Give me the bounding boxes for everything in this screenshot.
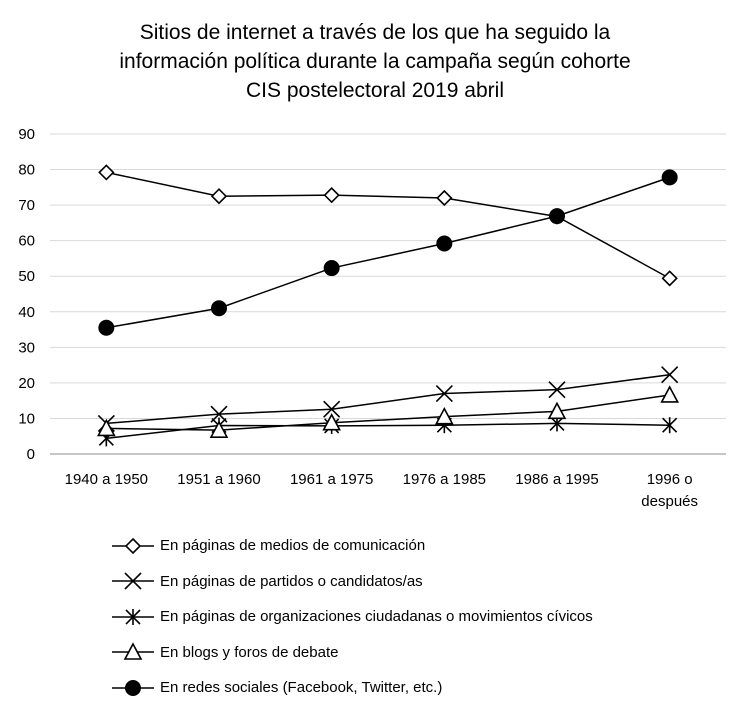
data-point — [549, 208, 565, 225]
legend-item: En páginas de organizaciones ciudadanas … — [110, 599, 730, 635]
legend-item: En blogs y foros de debate — [110, 635, 730, 671]
data-point — [323, 260, 340, 277]
data-point — [97, 418, 116, 437]
legend-marker — [125, 608, 141, 625]
legend-item: En páginas de medios de comunicación — [110, 528, 730, 564]
chart-title-line: Sitios de internet a través de los que h… — [139, 21, 611, 44]
legend-swatch — [112, 642, 154, 661]
y-tick-label: 20 — [18, 375, 35, 392]
series-line — [106, 176, 670, 329]
data-point — [547, 401, 567, 420]
data-point — [661, 169, 678, 186]
chart-legend: En páginas de medios de comunicación En p… — [110, 528, 730, 706]
legend-item: En páginas de partidos o candidatos/as — [110, 564, 730, 600]
legend-marker — [125, 679, 141, 696]
data-point — [660, 385, 680, 403]
x-tick-label: 1996 o — [647, 471, 693, 488]
legend-marker — [123, 642, 143, 661]
data-point — [323, 187, 340, 204]
legend-marker — [124, 572, 142, 590]
data-point — [322, 413, 341, 431]
y-tick-label: 80 — [18, 162, 35, 179]
x-tick-label: después — [641, 493, 698, 510]
y-tick-label: 50 — [18, 268, 35, 285]
data-point — [98, 319, 115, 336]
y-tick-label: 0 — [27, 446, 35, 463]
data-point — [662, 417, 678, 434]
data-point — [436, 235, 453, 252]
legend-swatch — [112, 537, 154, 554]
data-point — [211, 300, 227, 317]
legend-label: En páginas de medios de comunicación — [160, 537, 426, 555]
data-point — [98, 164, 115, 181]
legend-label: En blogs y foros de debate — [160, 643, 339, 661]
line-chart: 0 10 20 30 40 50 60 70 80 90 1940 a 1950 1951 a 196… — [18, 126, 726, 510]
x-tick-label: 1951 a 1960 — [177, 471, 260, 488]
x-tick-label: 1986 a 1995 — [515, 471, 598, 488]
legend-label: En páginas de partidos o candidatos/as — [160, 572, 423, 590]
legend-marker — [124, 537, 142, 554]
y-tick-label: 10 — [18, 410, 35, 427]
legend-label: En redes sociales (Facebook, Twitter, et… — [160, 679, 443, 697]
x-tick-label: 1976 a 1985 — [403, 471, 486, 488]
data-point — [435, 384, 453, 403]
series-line — [106, 422, 670, 440]
legend-item: En redes sociales (Facebook, Twitter, et… — [110, 670, 730, 706]
chart-title: Sitios de internet a través de los que h… — [0, 18, 750, 105]
y-tick-label: 40 — [18, 304, 35, 321]
x-tick-label: 1961 a 1975 — [290, 471, 373, 488]
data-point — [436, 189, 453, 207]
data-point — [435, 406, 454, 425]
data-point — [210, 188, 228, 205]
legend-swatch — [112, 572, 154, 590]
series-line — [106, 171, 671, 280]
legend-label: En páginas de organizaciones ciudadanas … — [160, 608, 593, 626]
series-line — [106, 373, 670, 425]
data-point — [661, 366, 679, 384]
data-point — [323, 400, 341, 418]
chart-title-line: CIS postelectoral 2019 abril — [246, 79, 504, 102]
legend-swatch — [112, 679, 154, 696]
data-point — [209, 420, 229, 438]
data-point — [661, 270, 678, 287]
y-tick-label: 90 — [18, 126, 35, 143]
data-point — [548, 381, 566, 399]
series-line — [106, 394, 670, 431]
legend-swatch — [112, 608, 154, 625]
y-tick-label: 30 — [18, 339, 35, 356]
x-tick-label: 1940 a 1950 — [65, 471, 148, 488]
y-tick-label: 70 — [18, 197, 35, 214]
chart-title-line: información política durante la campaña … — [119, 50, 631, 73]
y-tick-label: 60 — [18, 233, 35, 250]
